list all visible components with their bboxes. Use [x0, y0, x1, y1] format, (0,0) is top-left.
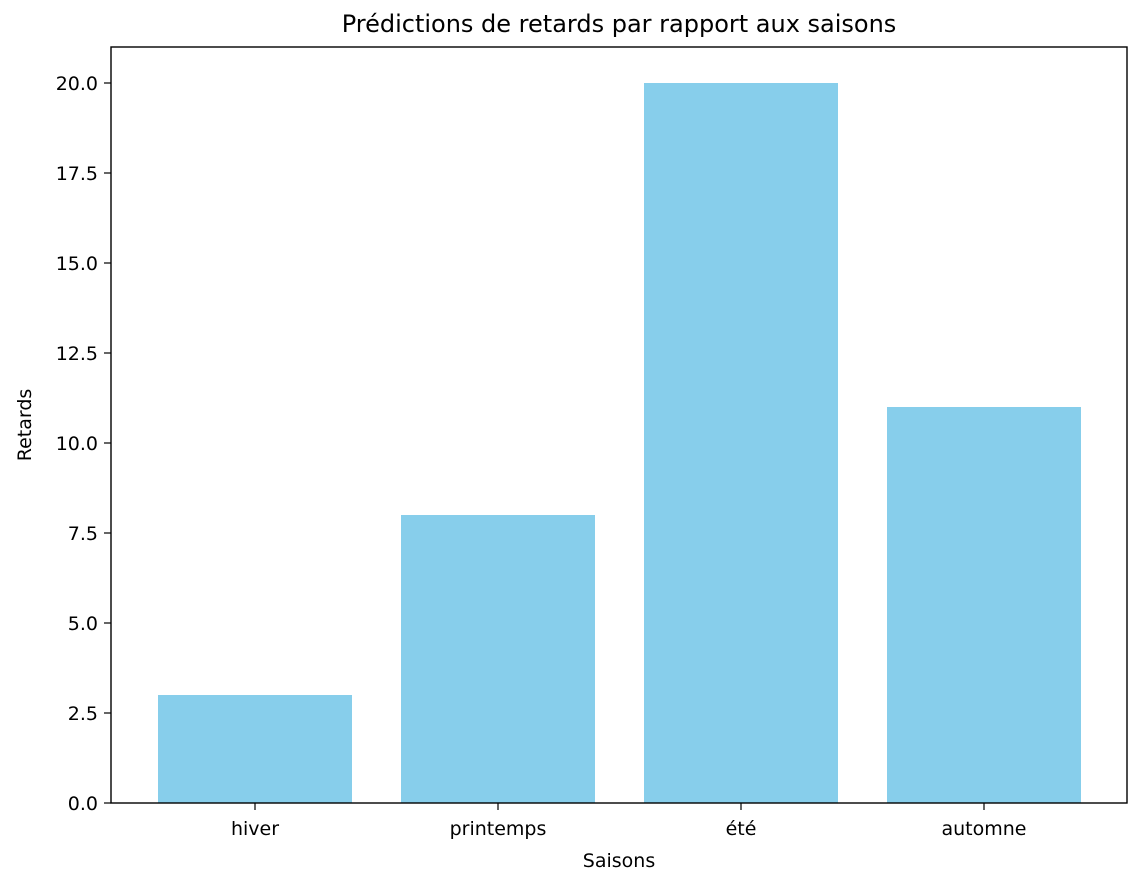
y-axis-ticks: 0.0 2.5 5.0 7.5 10.0 12.5 15.0 17.5 20.0 [56, 73, 111, 815]
bar-été [644, 83, 838, 803]
y-tick-label: 2.5 [68, 703, 98, 725]
y-tick-label: 7.5 [68, 523, 98, 545]
y-tick-label: 12.5 [56, 343, 98, 365]
bar-printemps [401, 515, 595, 803]
x-axis-ticks: hiver printemps été automne [231, 803, 1027, 840]
y-axis-label: Retards [14, 389, 36, 462]
x-tick-label: automne [942, 818, 1027, 840]
x-axis-label: Saisons [583, 850, 655, 872]
x-tick-label: hiver [231, 818, 279, 840]
y-tick-label: 20.0 [56, 73, 98, 95]
x-tick-label: été [726, 818, 757, 840]
y-tick-label: 10.0 [56, 433, 98, 455]
y-tick-label: 0.0 [68, 793, 98, 815]
bar-hiver [158, 695, 352, 803]
y-tick-label: 17.5 [56, 163, 98, 185]
x-tick-label: printemps [450, 818, 547, 840]
bars-group [158, 83, 1081, 803]
chart-title: Prédictions de retards par rapport aux s… [342, 10, 897, 38]
y-tick-label: 5.0 [68, 613, 98, 635]
bar-automne [887, 407, 1081, 803]
plot-frame [110, 46, 1128, 804]
y-tick-label: 15.0 [56, 253, 98, 275]
